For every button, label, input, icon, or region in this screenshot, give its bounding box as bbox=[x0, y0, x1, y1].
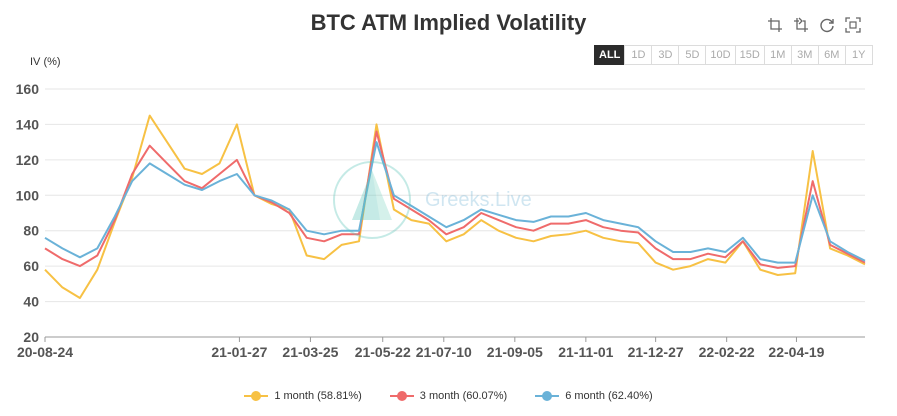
range-button-all[interactable]: ALL bbox=[594, 45, 626, 65]
x-tick-label: 20-08-24 bbox=[17, 344, 73, 360]
series-line-1[interactable] bbox=[44, 114, 866, 299]
x-tick-label: 21-07-10 bbox=[416, 344, 472, 360]
x-tick-label: 22-02-22 bbox=[699, 344, 755, 360]
series-line-3[interactable] bbox=[44, 141, 866, 264]
y-tick-label: 20 bbox=[23, 329, 39, 345]
series-line-2[interactable] bbox=[44, 130, 866, 269]
range-selector: ALL 1D 3D 5D 10D 15D 1M 3M 6M 1Y bbox=[594, 45, 873, 65]
range-button-5d[interactable]: 5D bbox=[678, 45, 707, 65]
y-tick-label: 40 bbox=[23, 294, 39, 310]
y-tick-label: 120 bbox=[16, 152, 40, 168]
y-tick-label: 160 bbox=[16, 81, 40, 97]
range-button-1y[interactable]: 1Y bbox=[844, 45, 873, 65]
y-tick-label: 80 bbox=[23, 223, 39, 239]
legend-item[interactable]: 1 month (58.81%) bbox=[244, 390, 362, 402]
legend-label: 3 month (60.07%) bbox=[419, 390, 508, 402]
x-tick-label: 22-04-19 bbox=[768, 344, 824, 360]
toolbox bbox=[766, 16, 862, 34]
x-tick-label: 21-12-27 bbox=[628, 344, 684, 360]
y-axis-label: IV (%) bbox=[30, 56, 61, 68]
watermark-logo: Greeks.Live bbox=[330, 160, 560, 240]
watermark-text: Greeks.Live bbox=[425, 189, 532, 211]
legend-item[interactable]: 3 month (60.07%) bbox=[389, 390, 508, 402]
range-button-1d[interactable]: 1D bbox=[624, 45, 653, 65]
x-tick-label: 21-03-25 bbox=[282, 344, 338, 360]
legend-label: 1 month (58.81%) bbox=[274, 390, 362, 402]
range-button-10d[interactable]: 10D bbox=[705, 45, 736, 65]
range-button-15d[interactable]: 15D bbox=[734, 45, 765, 65]
legend-label: 6 month (62.40%) bbox=[565, 390, 653, 402]
y-tick-label: 100 bbox=[16, 187, 40, 203]
legend-item[interactable]: 6 month (62.40%) bbox=[535, 390, 653, 402]
x-tick-label: 21-05-22 bbox=[355, 344, 411, 360]
zoom-reset-icon[interactable] bbox=[792, 16, 810, 34]
zoom-icon[interactable] bbox=[766, 16, 784, 34]
range-button-3d[interactable]: 3D bbox=[651, 45, 680, 65]
legend-marker bbox=[535, 391, 560, 401]
save-image-icon[interactable] bbox=[844, 16, 862, 34]
x-tick-label: 21-01-27 bbox=[211, 344, 267, 360]
legend: 1 month (58.81%) 3 month (60.07%) 6 month … bbox=[0, 390, 897, 402]
refresh-icon[interactable] bbox=[818, 16, 836, 34]
y-tick-label: 60 bbox=[23, 258, 39, 274]
chart-title: BTC ATM Implied Volatility bbox=[310, 10, 587, 35]
legend-marker bbox=[244, 391, 269, 401]
legend-marker bbox=[389, 391, 414, 401]
y-tick-label: 140 bbox=[16, 116, 40, 132]
range-button-3m[interactable]: 3M bbox=[790, 45, 819, 65]
range-button-1m[interactable]: 1M bbox=[763, 45, 792, 65]
range-button-6m[interactable]: 6M bbox=[817, 45, 846, 65]
x-tick-label: 21-09-05 bbox=[487, 344, 543, 360]
x-tick-label: 21-11-01 bbox=[558, 344, 613, 360]
